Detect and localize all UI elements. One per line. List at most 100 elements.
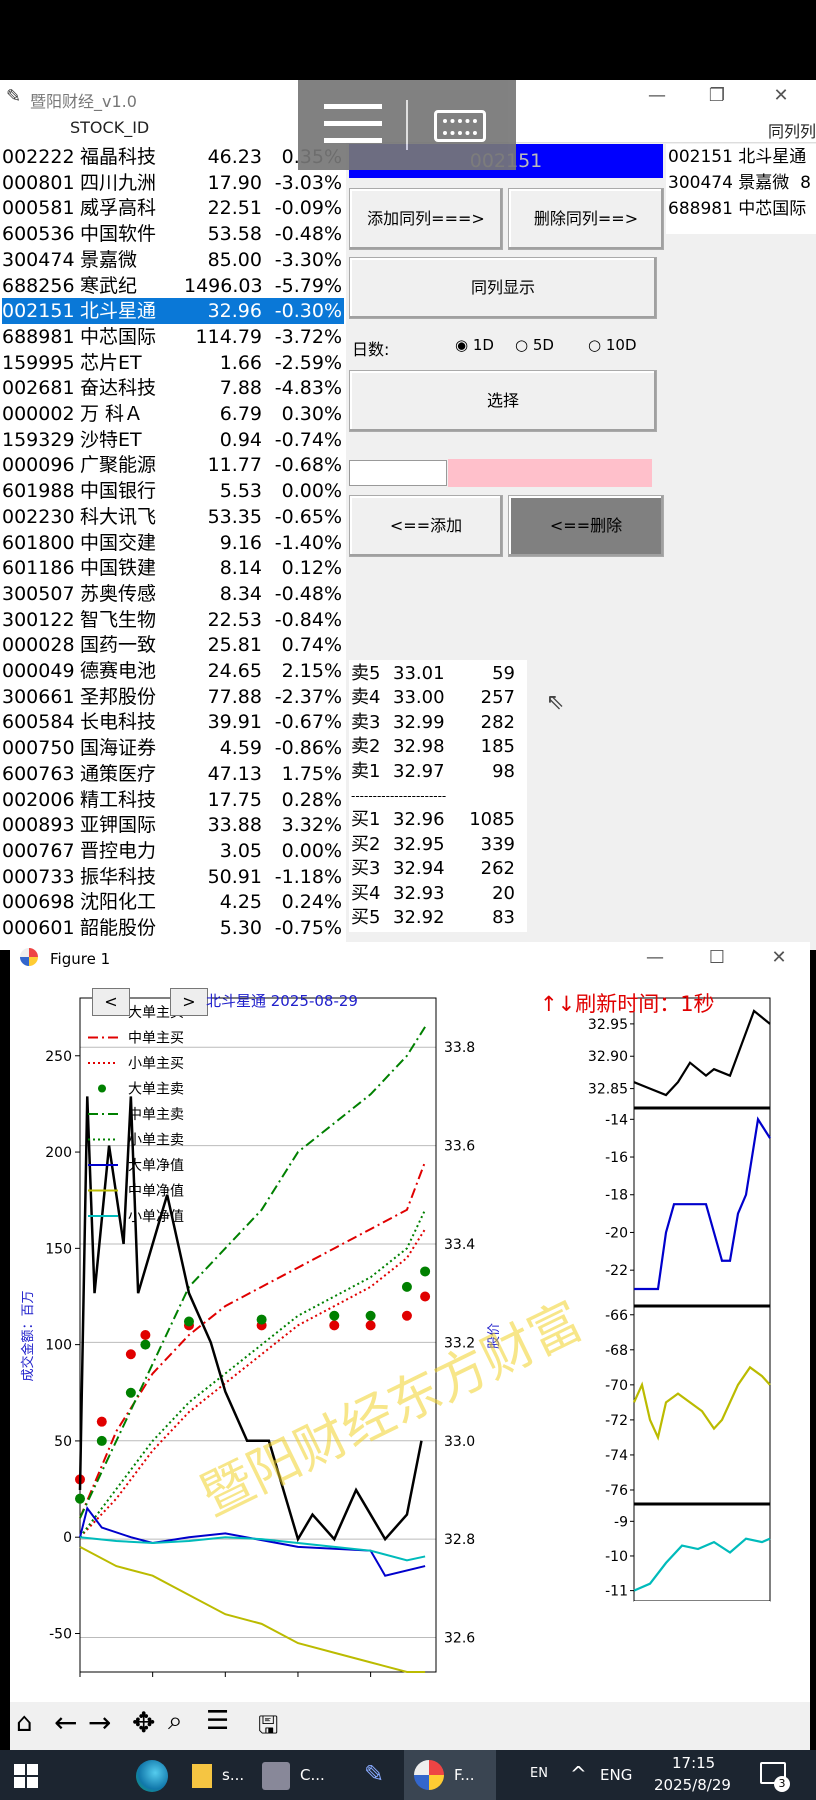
stock-change: -1.40% — [274, 531, 342, 554]
stock-row[interactable]: 000750 国海证券 4.59 -0.86% — [2, 735, 344, 761]
side-plot-frame — [633, 1305, 771, 1505]
back-icon[interactable]: ← — [54, 1706, 78, 1739]
stock-row[interactable]: 000801 四川九洲 17.90 -3.03% — [2, 170, 344, 196]
depth-vol: 20 — [492, 882, 515, 904]
stock-row[interactable]: 002681 奋达科技 7.88 -4.83% — [2, 375, 344, 401]
minimize-icon[interactable]: — — [648, 85, 666, 106]
clock-time[interactable]: 17:15 — [672, 1754, 716, 1772]
stock-code: 002681 — [2, 377, 75, 400]
stock-name: 科大讯飞 — [80, 505, 157, 528]
stock-row[interactable]: 000893 亚钾国际 33.88 3.32% — [2, 812, 344, 838]
edge-icon[interactable] — [136, 1760, 168, 1792]
taskbar-item-s[interactable]: s... — [222, 1766, 245, 1784]
stock-row[interactable]: 002151 北斗星通 32.96 -0.30% — [2, 298, 344, 325]
stock-code: 601186 — [2, 557, 75, 580]
stock-row[interactable]: 002006 精工科技 17.75 0.28% — [2, 787, 344, 813]
stock-row[interactable]: 601800 中国交建 9.16 -1.40% — [2, 530, 344, 556]
save-icon[interactable]: 🖫 — [258, 1711, 279, 1739]
stock-row[interactable]: 000601 韶能股份 5.30 -0.75% — [2, 915, 344, 941]
stock-row[interactable]: 300507 苏奥传感 8.34 -0.48% — [2, 581, 344, 607]
stock-row[interactable]: 002230 科大讯飞 53.35 -0.65% — [2, 504, 344, 530]
stock-list[interactable]: 002222福晶科技46.230.35%000801四川九洲17.90-3.03… — [0, 142, 346, 950]
stock-row[interactable]: 300474 景嘉微 85.00 -3.30% — [2, 247, 344, 273]
menu-icon[interactable] — [324, 104, 382, 144]
language-indicator[interactable]: EN — [530, 1766, 548, 1781]
stock-row[interactable]: 300661 圣邦股份 77.88 -2.37% — [2, 684, 344, 710]
folder-icon[interactable] — [192, 1764, 212, 1788]
clock-date[interactable]: 2025/8/29 — [654, 1776, 731, 1794]
code-input[interactable] — [349, 460, 447, 486]
stock-row[interactable]: 600763 通策医疗 47.13 1.75% — [2, 761, 344, 787]
stock-name: 精工科技 — [80, 788, 157, 811]
stock-row[interactable]: 000733 振华科技 50.91 -1.18% — [2, 864, 344, 890]
configure-icon[interactable]: ☰ — [206, 1706, 230, 1736]
stock-row[interactable]: 600584 长电科技 39.91 -0.67% — [2, 709, 344, 735]
side-series-line — [634, 1116, 771, 1291]
figure-close-icon[interactable]: ✕ — [771, 947, 787, 968]
next-button[interactable]: > — [170, 988, 208, 1016]
chevron-up-icon[interactable]: ^ — [570, 1762, 587, 1786]
show-same-button[interactable]: 同列显示 — [349, 257, 657, 319]
stock-row[interactable]: 000002 万 科Ａ 6.79 0.30% — [2, 401, 344, 427]
taskbar-item-c[interactable]: C... — [300, 1766, 325, 1784]
stock-row[interactable]: 688981 中芯国际 114.79 -3.72% — [2, 324, 344, 350]
same-list-item[interactable]: 688981 中芯国际 — [668, 199, 807, 219]
stock-change: 0.74% — [281, 634, 342, 657]
stock-change: -0.86% — [274, 737, 342, 760]
stock-row[interactable]: 000767 晋控电力 3.05 0.00% — [2, 838, 344, 864]
stock-row[interactable]: 000049 德赛电池 24.65 2.15% — [2, 658, 344, 684]
add-same-button[interactable]: 添加同列===> — [349, 188, 503, 250]
input-method[interactable]: ENG — [600, 1766, 633, 1784]
series-line — [79, 1536, 426, 1562]
stock-row[interactable]: 159329 沙特ET 0.94 -0.74% — [2, 427, 344, 453]
stock-row[interactable]: 601988 中国银行 5.53 0.00% — [2, 478, 344, 504]
stock-row[interactable]: 159995 芯片ET 1.66 -2.59% — [2, 350, 344, 376]
stock-row[interactable]: 000028 国药一致 25.81 0.74% — [2, 632, 344, 658]
windows-start-icon[interactable] — [14, 1764, 38, 1788]
delete-same-button[interactable]: 删除同列==> — [508, 188, 664, 250]
radio-5d[interactable]: ○ 5D — [515, 336, 554, 354]
stock-change: -0.74% — [274, 428, 342, 451]
close-icon[interactable]: ✕ — [773, 85, 789, 106]
stock-change: -1.18% — [274, 865, 342, 888]
stock-change: 0.28% — [281, 788, 342, 811]
zoom-icon[interactable]: ⌕ — [168, 1706, 183, 1736]
restore-icon[interactable]: ❐ — [708, 85, 726, 106]
keyboard-icon[interactable] — [434, 110, 486, 142]
add-button[interactable]: <==添加 — [349, 495, 503, 557]
legend-label: 大单净值 — [128, 1158, 184, 1174]
column-header-stock-id[interactable]: STOCK_ID — [70, 118, 150, 137]
app-c-icon[interactable] — [262, 1762, 290, 1790]
stock-row[interactable]: 000581 威孚高科 22.51 -0.09% — [2, 195, 344, 221]
same-list-item[interactable]: 002151 北斗星通 — [668, 147, 807, 167]
same-list[interactable]: 002151 北斗星通 300474 景嘉微 8 688981 中芯国际 — [666, 144, 816, 234]
radio-1d-label: 1D — [472, 336, 494, 354]
figure-maximize-icon[interactable]: ☐ — [708, 947, 726, 968]
radio-10d[interactable]: ○ 10D — [588, 336, 637, 354]
home-icon[interactable]: ⌂ — [16, 1708, 33, 1738]
forward-icon[interactable]: → — [88, 1706, 112, 1739]
select-button[interactable]: 选择 — [349, 370, 657, 432]
delete-button[interactable]: <==删除 — [508, 495, 664, 557]
radio-1d[interactable]: ◉ 1D — [455, 336, 494, 354]
stock-row[interactable]: 000096 广聚能源 11.77 -0.68% — [2, 452, 344, 478]
stock-row[interactable]: 601186 中国铁建 8.14 0.12% — [2, 555, 344, 581]
feather-taskbar-icon[interactable]: ✎ — [364, 1760, 385, 1788]
same-list-item[interactable]: 300474 景嘉微 8 — [668, 173, 811, 193]
stock-code: 159995 — [2, 351, 75, 374]
column-header-same[interactable]: 同列列 — [768, 122, 816, 141]
data-point — [401, 1281, 412, 1292]
figure-taskbar-icon[interactable] — [414, 1760, 444, 1790]
figure-minimize-icon[interactable]: — — [646, 947, 664, 968]
stock-row[interactable]: 000698 沈阳化工 4.25 0.24% — [2, 889, 344, 915]
stock-row[interactable]: 300122 智飞生物 22.53 -0.84% — [2, 607, 344, 633]
depth-label: 买2 — [351, 833, 381, 855]
stock-row[interactable]: 600536 中国软件 53.58 -0.48% — [2, 221, 344, 247]
pan-icon[interactable]: ✥ — [132, 1706, 156, 1739]
prev-button[interactable]: < — [92, 988, 130, 1016]
notification-icon[interactable] — [760, 1762, 786, 1784]
taskbar-item-f[interactable]: F... — [454, 1766, 475, 1784]
stock-row[interactable]: 688256 寒武纪 1496.03 -5.79% — [2, 273, 344, 299]
stock-price: 24.65 — [207, 660, 262, 682]
